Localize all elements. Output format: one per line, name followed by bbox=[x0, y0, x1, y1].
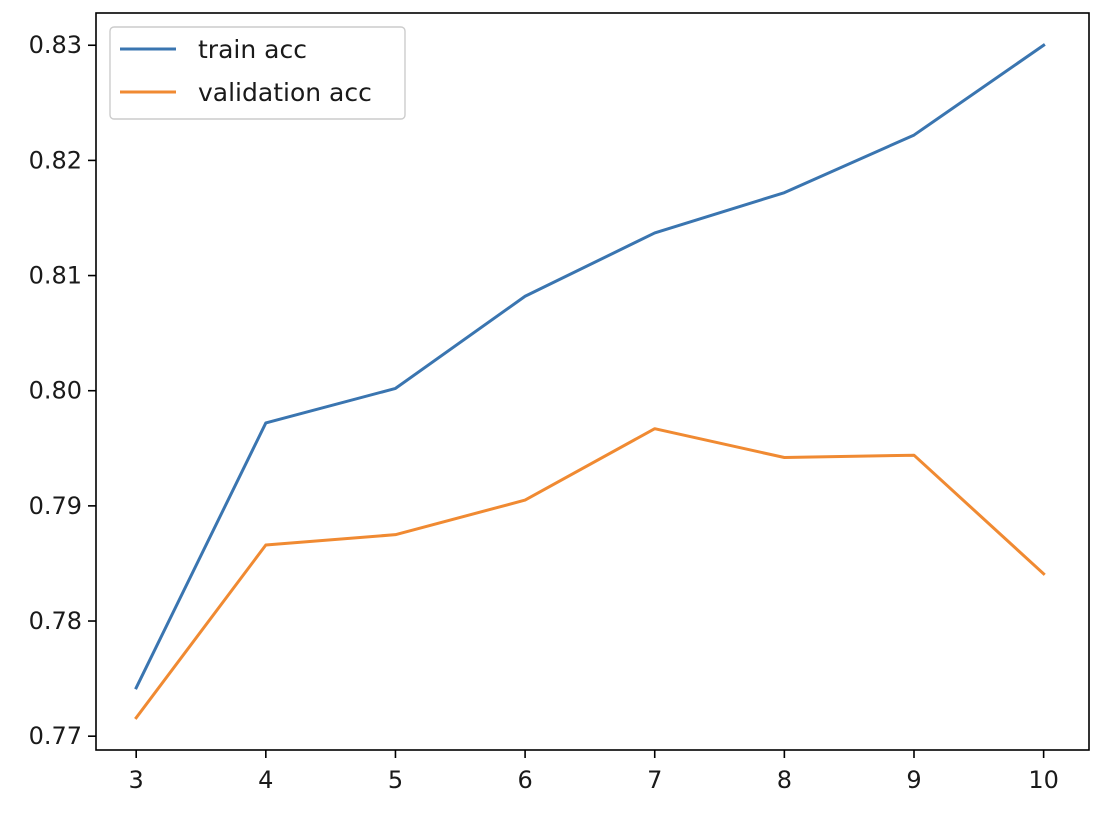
x-axis: 3 4 5 6 7 8 9 10 bbox=[129, 750, 1059, 794]
plot-area bbox=[95, 12, 1090, 751]
legend-label: train acc bbox=[198, 35, 307, 64]
x-tick-label: 5 bbox=[388, 766, 403, 794]
y-tick-label: 0.82 bbox=[29, 146, 82, 174]
plot-frame bbox=[95, 12, 1090, 751]
x-tick-label: 4 bbox=[258, 766, 273, 794]
y-tick-label: 0.81 bbox=[29, 262, 82, 290]
legend: train acc validation acc bbox=[109, 26, 406, 120]
x-tick-label: 7 bbox=[647, 766, 662, 794]
legend-label: validation acc bbox=[198, 78, 372, 107]
y-tick-label: 0.83 bbox=[29, 31, 82, 59]
y-tick-label: 0.80 bbox=[29, 377, 82, 405]
y-axis: 0.77 0.78 0.79 0.80 0.81 0.82 0.83 bbox=[29, 31, 96, 750]
legend-box bbox=[109, 26, 406, 120]
x-tick-label: 8 bbox=[777, 766, 792, 794]
y-tick-label: 0.78 bbox=[29, 607, 82, 635]
y-tick-label: 0.77 bbox=[29, 722, 82, 750]
y-tick-label: 0.79 bbox=[29, 492, 82, 520]
series-line-validation-acc bbox=[134, 427, 1046, 720]
series-line-train-acc bbox=[134, 43, 1046, 690]
x-tick-label: 6 bbox=[517, 766, 532, 794]
x-tick-label: 10 bbox=[1028, 766, 1059, 794]
x-tick-label: 3 bbox=[129, 766, 144, 794]
x-tick-label: 9 bbox=[906, 766, 921, 794]
series-layer bbox=[134, 43, 1046, 720]
